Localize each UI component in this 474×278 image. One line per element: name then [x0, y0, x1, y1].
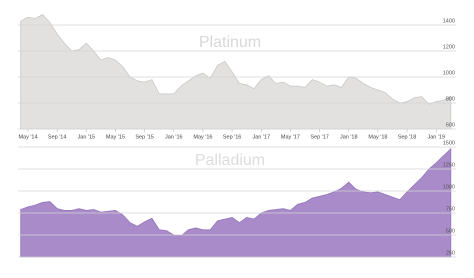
- y-tick-label: 1000: [443, 184, 455, 190]
- x-tick-label: May '16: [193, 134, 212, 140]
- x-tick-label: Jan '19: [427, 134, 445, 140]
- y-tick-label: 750: [446, 206, 455, 212]
- x-tick-label: Sep '17: [310, 134, 328, 140]
- x-tick-label: Jan '17: [252, 134, 270, 140]
- y-tick-label: 250: [446, 250, 455, 256]
- x-tick-label: Sep '16: [223, 134, 241, 140]
- y-tick-label: 500: [446, 228, 455, 234]
- x-tick-label: Jan '16: [165, 134, 183, 140]
- y-tick-label: 1200: [443, 44, 455, 50]
- area: [20, 14, 452, 130]
- x-tick-label: Jan '18: [340, 134, 358, 140]
- area: [20, 147, 452, 258]
- y-tick-label: 1250: [443, 162, 455, 168]
- y-tick-label: 800: [446, 96, 455, 102]
- y-tick-label: 600: [446, 122, 455, 128]
- y-tick-label: 1500: [443, 140, 455, 146]
- y-tick-label: 1000: [443, 70, 455, 76]
- x-tick-label: May '14: [18, 134, 37, 140]
- x-tick-label: May '17: [281, 134, 300, 140]
- x-tick-label: Sep '14: [48, 134, 66, 140]
- chart-title: Palladium: [195, 152, 265, 169]
- x-tick-label: Jan '15: [78, 134, 96, 140]
- y-tick-label: 1400: [443, 18, 455, 24]
- x-tick-label: Sep '18: [398, 134, 416, 140]
- x-tick-label: May '15: [106, 134, 125, 140]
- x-tick-label: Sep '15: [135, 134, 153, 140]
- x-tick-label: May '18: [368, 134, 387, 140]
- chart-title: Platinum: [199, 34, 261, 51]
